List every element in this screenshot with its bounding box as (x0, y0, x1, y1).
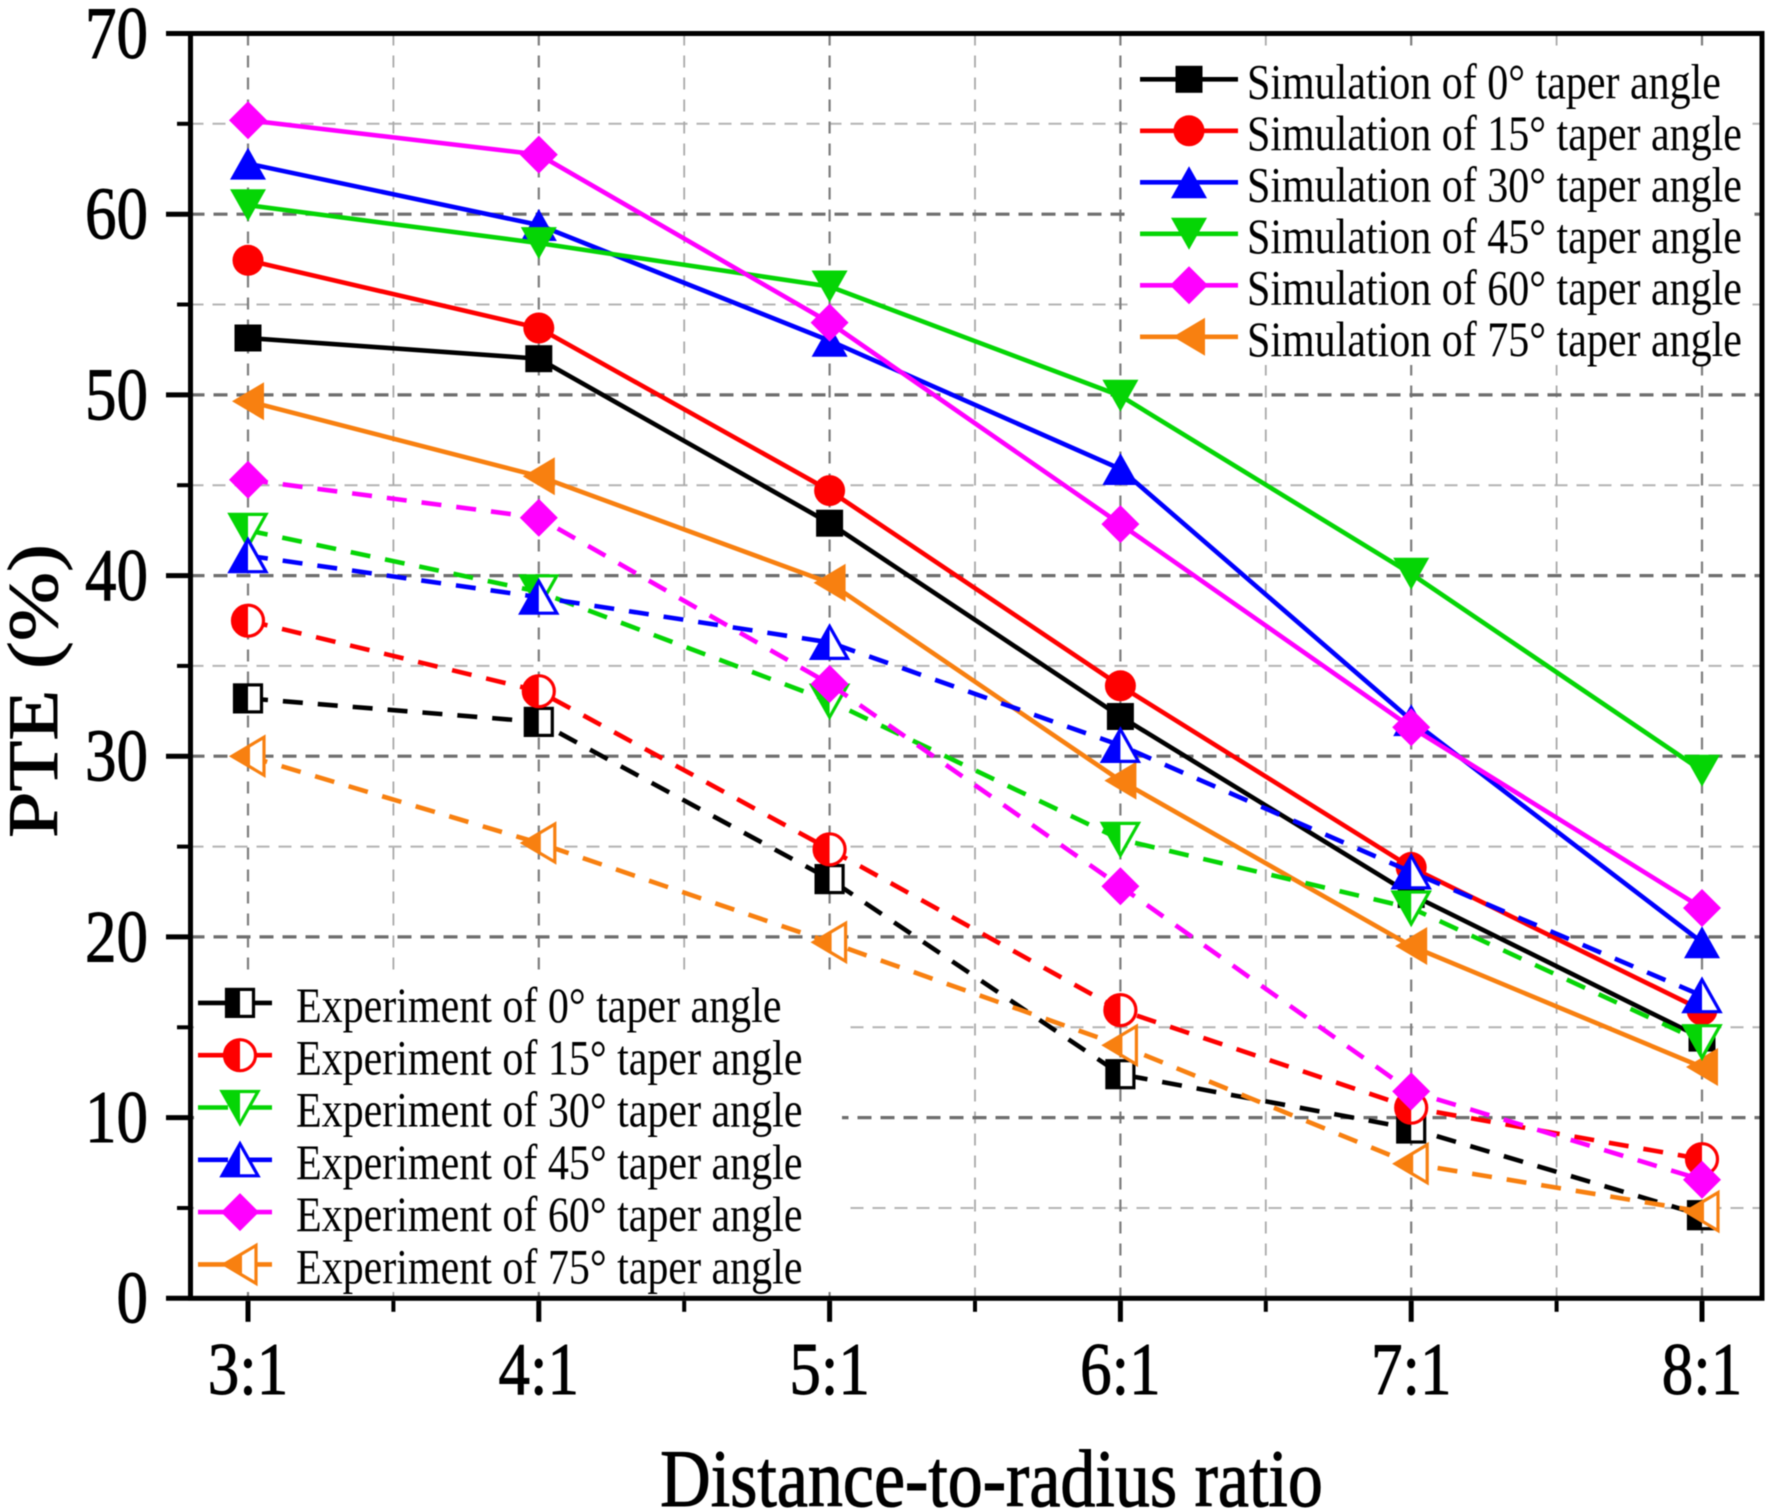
svg-text:Simulation of 45° taper angle: Simulation of 45° taper angle (1247, 209, 1742, 264)
svg-text:Experiment of 45° taper angle: Experiment of 45° taper angle (296, 1135, 802, 1190)
svg-text:70: 70 (85, 0, 148, 74)
svg-text:30: 30 (85, 715, 148, 797)
svg-text:PTE (%): PTE (%) (0, 544, 73, 838)
svg-text:40: 40 (85, 534, 148, 616)
svg-text:60: 60 (85, 173, 148, 255)
svg-text:Simulation of 75° taper angle: Simulation of 75° taper angle (1247, 312, 1742, 367)
svg-text:6:1: 6:1 (1080, 1328, 1160, 1410)
svg-text:Experiment of 15° taper angle: Experiment of 15° taper angle (296, 1030, 802, 1085)
svg-text:5:1: 5:1 (789, 1328, 869, 1410)
svg-text:20: 20 (85, 896, 148, 978)
svg-text:Distance-to-radius ratio: Distance-to-radius ratio (660, 1433, 1323, 1509)
svg-text:7:1: 7:1 (1371, 1328, 1451, 1410)
svg-text:Experiment of 75° taper angle: Experiment of 75° taper angle (296, 1239, 802, 1294)
svg-text:Simulation of 30° taper angle: Simulation of 30° taper angle (1247, 157, 1742, 212)
svg-text:Simulation of 60° taper angle: Simulation of 60° taper angle (1247, 260, 1742, 315)
svg-text:Experiment of 30° taper angle: Experiment of 30° taper angle (296, 1082, 802, 1137)
svg-text:Simulation of 0° taper angle: Simulation of 0° taper angle (1247, 54, 1721, 109)
svg-text:Experiment of 60° taper angle: Experiment of 60° taper angle (296, 1187, 802, 1242)
svg-text:3:1: 3:1 (208, 1328, 288, 1410)
svg-text:Simulation of 15° taper angle: Simulation of 15° taper angle (1247, 106, 1742, 161)
svg-text:4:1: 4:1 (499, 1328, 579, 1410)
svg-text:10: 10 (85, 1076, 148, 1158)
svg-text:8:1: 8:1 (1662, 1328, 1742, 1410)
svg-text:0: 0 (117, 1257, 148, 1339)
svg-text:50: 50 (85, 354, 148, 436)
svg-text:Experiment of 0° taper angle: Experiment of 0° taper angle (296, 978, 781, 1033)
